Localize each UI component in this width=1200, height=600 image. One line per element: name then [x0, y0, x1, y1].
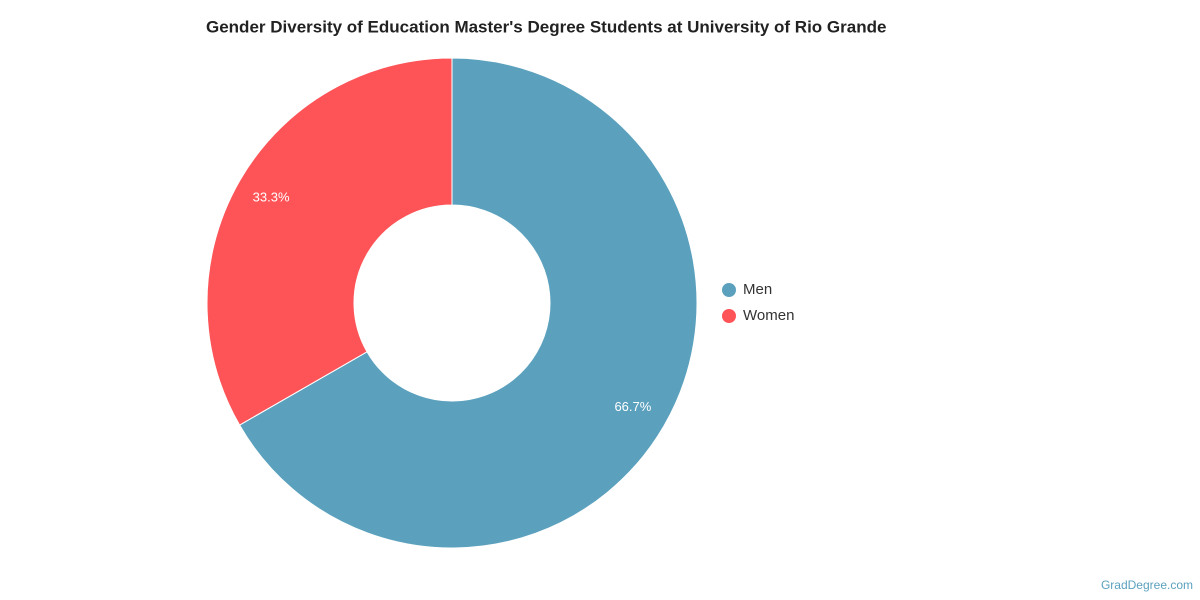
slice-label: 33.3%: [253, 190, 290, 205]
legend-label: Men: [743, 281, 772, 298]
legend-marker: [722, 309, 736, 323]
slice-label: 66.7%: [614, 399, 651, 414]
slice: [238, 57, 698, 549]
chart-title: Gender Diversity of Education Master's D…: [206, 17, 886, 36]
legend-label: Women: [743, 307, 794, 324]
slice: [206, 57, 453, 426]
legend-marker: [722, 283, 736, 297]
source: GradDegree.com: [1101, 578, 1193, 592]
